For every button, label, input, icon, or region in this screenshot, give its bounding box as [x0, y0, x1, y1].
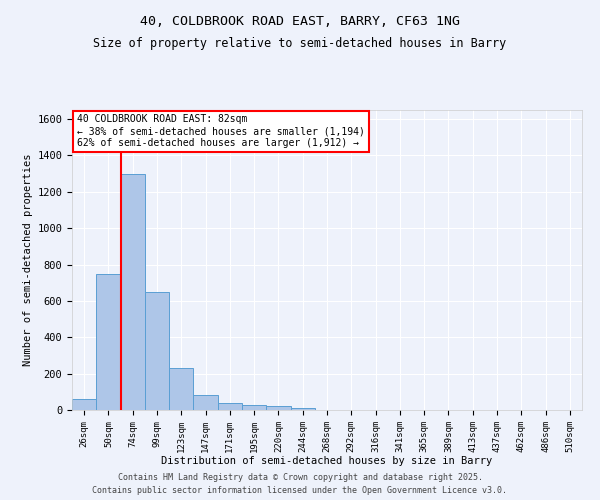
Bar — [290, 408, 315, 410]
X-axis label: Distribution of semi-detached houses by size in Barry: Distribution of semi-detached houses by … — [161, 456, 493, 466]
Y-axis label: Number of semi-detached properties: Number of semi-detached properties — [23, 154, 33, 366]
Bar — [96, 274, 121, 410]
Bar — [121, 174, 145, 410]
Bar — [145, 292, 169, 410]
Bar — [193, 394, 218, 410]
Text: 40, COLDBROOK ROAD EAST, BARRY, CF63 1NG: 40, COLDBROOK ROAD EAST, BARRY, CF63 1NG — [140, 15, 460, 28]
Bar — [169, 368, 193, 410]
Bar — [266, 406, 290, 410]
Text: Contains public sector information licensed under the Open Government Licence v3: Contains public sector information licen… — [92, 486, 508, 495]
Bar — [218, 402, 242, 410]
Bar — [242, 406, 266, 410]
Text: 40 COLDBROOK ROAD EAST: 82sqm
← 38% of semi-detached houses are smaller (1,194)
: 40 COLDBROOK ROAD EAST: 82sqm ← 38% of s… — [77, 114, 365, 148]
Bar — [72, 399, 96, 410]
Text: Contains HM Land Registry data © Crown copyright and database right 2025.: Contains HM Land Registry data © Crown c… — [118, 474, 482, 482]
Text: Size of property relative to semi-detached houses in Barry: Size of property relative to semi-detach… — [94, 38, 506, 51]
